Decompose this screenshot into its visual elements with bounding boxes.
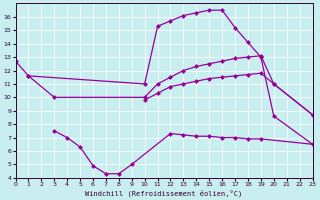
X-axis label: Windchill (Refroidissement éolien,°C): Windchill (Refroidissement éolien,°C) [85,189,243,197]
